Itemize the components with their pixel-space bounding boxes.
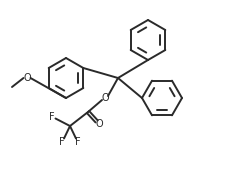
Text: F: F	[59, 137, 65, 147]
Text: O: O	[95, 119, 102, 129]
Text: F: F	[75, 137, 81, 147]
Text: O: O	[101, 93, 108, 103]
Text: O: O	[23, 73, 31, 83]
Text: F: F	[49, 112, 55, 122]
